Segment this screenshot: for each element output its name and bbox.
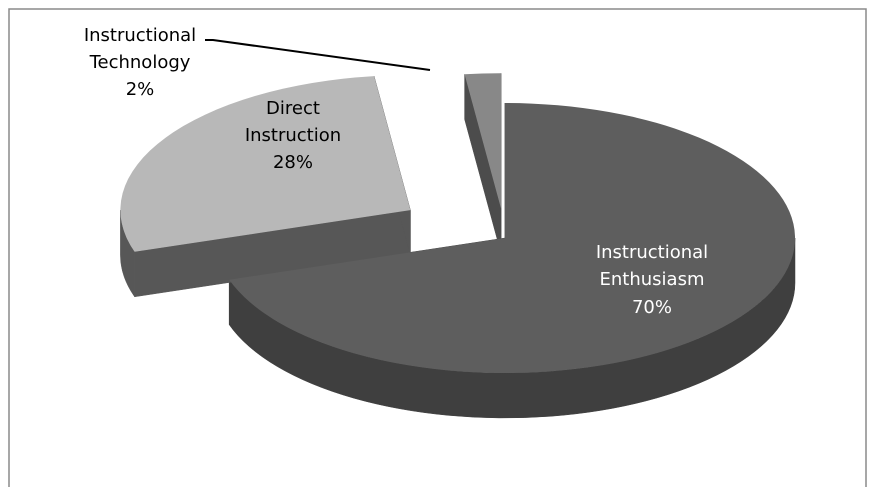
pie-slice-direct-instruction — [120, 76, 411, 252]
slice-label-direct-instruction-line2: Instruction — [245, 125, 341, 146]
slice-tops — [120, 73, 796, 373]
slice-percent-instructional-enthusiasm: 70% — [632, 297, 672, 318]
leader-line-instructional-technology — [205, 39, 431, 71]
slice-label-direct-instruction-line1: Direct — [266, 98, 320, 119]
slice-percent-instructional-technology: 2% — [126, 79, 155, 100]
slice-label-instructional-enthusiasm-line1: Instructional — [596, 242, 708, 263]
slice-percent-direct-instruction: 28% — [273, 152, 313, 173]
slice-label-instructional-technology-line1: Instructional — [84, 25, 196, 46]
chart-border — [8, 8, 867, 487]
pie-slice-instructional-enthusiasm — [229, 103, 796, 373]
slice-label-instructional-technology-line2: Technology — [89, 52, 191, 73]
pie-slice-instructional-technology — [464, 73, 501, 209]
slice-label-instructional-enthusiasm-line2: Enthusiasm — [600, 269, 705, 290]
